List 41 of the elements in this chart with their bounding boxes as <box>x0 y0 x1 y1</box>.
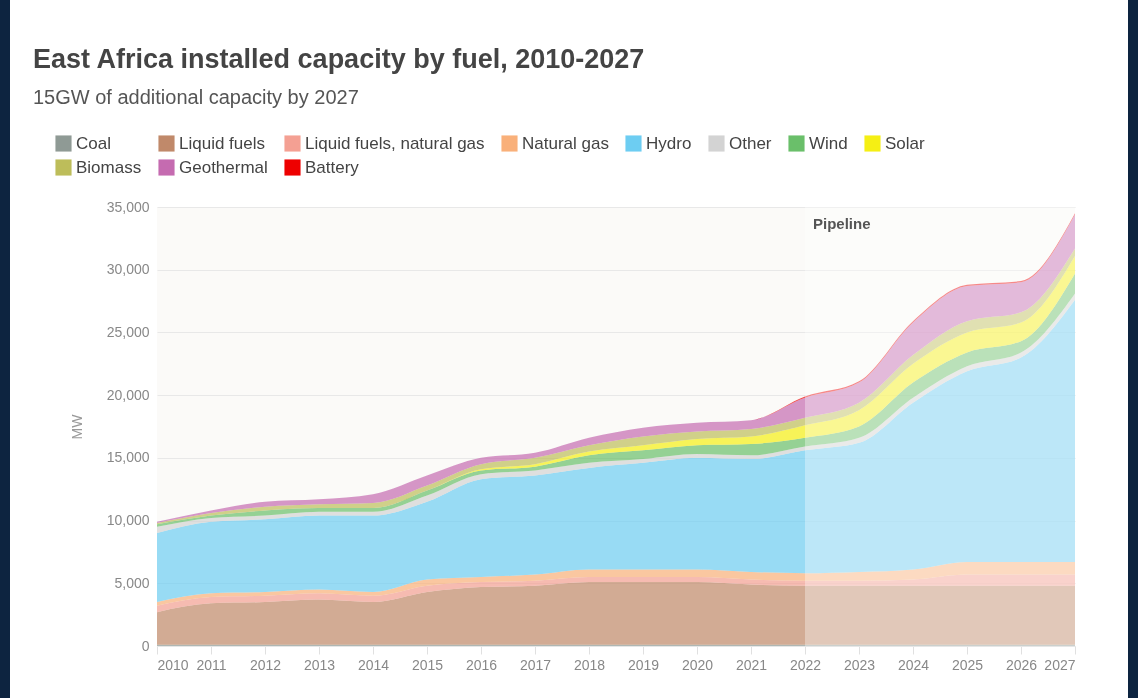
x-tick-label: 2020 <box>681 656 714 673</box>
x-tick-label: 2015 <box>411 656 444 673</box>
x-tick-label: 2027 <box>1044 656 1076 673</box>
x-tick-label: 2021 <box>735 656 768 673</box>
x-tick-label: 2025 <box>951 656 984 673</box>
x-tick-label: 2011 <box>196 656 227 673</box>
y-tick-label: 10,000 <box>106 512 150 529</box>
x-tick-label: 2017 <box>519 656 552 673</box>
y-tick-label: 20,000 <box>106 386 150 403</box>
legend-label: Liquid fuels, natural gas <box>305 133 485 153</box>
x-tick-label: 2010 <box>157 656 189 673</box>
y-axis-title: MW <box>68 413 85 440</box>
x-tick-label: 2016 <box>465 656 498 673</box>
legend-label: Geothermal <box>179 157 268 177</box>
x-tick-label: 2013 <box>303 656 336 673</box>
x-tick-label: 2014 <box>357 656 390 673</box>
chart-subtitle: 15GW of additional capacity by 2027 <box>33 86 359 108</box>
y-tick-label: 35,000 <box>106 198 150 215</box>
x-tick-label: 2018 <box>573 656 606 673</box>
x-tick-label: 2024 <box>897 656 930 673</box>
y-tick-label: 0 <box>141 637 150 654</box>
legend-label: Battery <box>305 157 360 177</box>
x-tick-label: 2022 <box>789 656 822 673</box>
legend-label: Other <box>729 133 772 153</box>
legend-label: Coal <box>76 133 111 153</box>
y-tick-label: 25,000 <box>106 323 150 340</box>
x-tick-label: 2019 <box>627 656 660 673</box>
legend-label: Biomass <box>76 157 142 177</box>
x-tick-label: 2026 <box>1005 656 1038 673</box>
chart-title: East Africa installed capacity by fuel, 2010-2027 <box>33 44 645 74</box>
legend-label: Liquid fuels <box>179 133 266 153</box>
legend-label: Natural gas <box>522 133 609 153</box>
y-tick-label: 30,000 <box>106 261 150 278</box>
x-tick-label: 2012 <box>249 656 282 673</box>
band-label: Pipeline <box>813 215 871 232</box>
legend-label: Hydro <box>646 133 692 153</box>
y-tick-label: 5,000 <box>114 574 150 591</box>
x-tick-label: 2023 <box>843 656 876 673</box>
y-tick-label: 15,000 <box>106 449 150 466</box>
legend-label: Solar <box>885 133 926 153</box>
legend-label: Wind <box>809 133 848 153</box>
